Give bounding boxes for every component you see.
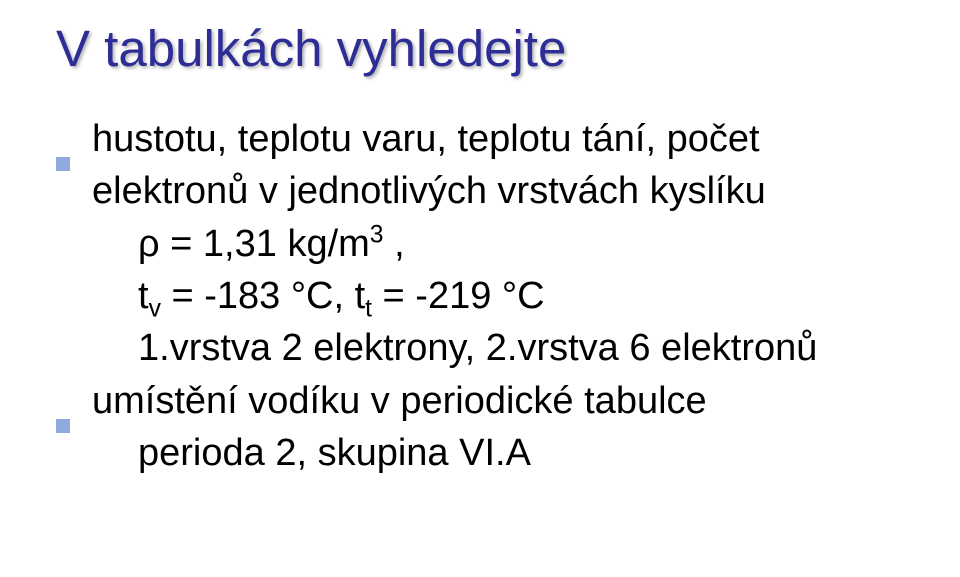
text-segment: , [384,223,405,265]
slide: V tabulkách vyhledejte hustotu, teplotu … [0,0,960,577]
indent-line: perioda 2, skupina VI.A [56,427,904,479]
subscript: t [365,296,372,323]
bullet-text: umístění vodíku v periodické tabulce [92,375,707,427]
bullet-text: hustotu, teplotu varu, teplotu tání, poč… [92,113,904,218]
subscript: v [149,296,161,323]
text-segment: = -183 °C, t [161,275,365,317]
text-segment: = -219 °C [372,275,545,317]
indent-line: 1.vrstva 2 elektrony, 2.vrstva 6 elektro… [56,322,904,374]
bullet-item: umístění vodíku v periodické tabulce [56,375,904,427]
square-bullet-icon [56,133,70,147]
bullet-item: hustotu, teplotu varu, teplotu tání, poč… [56,113,904,218]
indent-line: tv = -183 °C, tt = -219 °C [56,270,904,322]
text-segment: ρ = 1,31 kg/m [138,223,370,265]
slide-body: hustotu, teplotu varu, teplotu tání, poč… [56,113,904,480]
slide-title: V tabulkách vyhledejte [56,20,904,79]
text-segment: t [138,275,149,317]
indent-line: ρ = 1,31 kg/m3 , [56,218,904,270]
square-bullet-icon [56,395,70,409]
superscript: 3 [370,221,384,248]
